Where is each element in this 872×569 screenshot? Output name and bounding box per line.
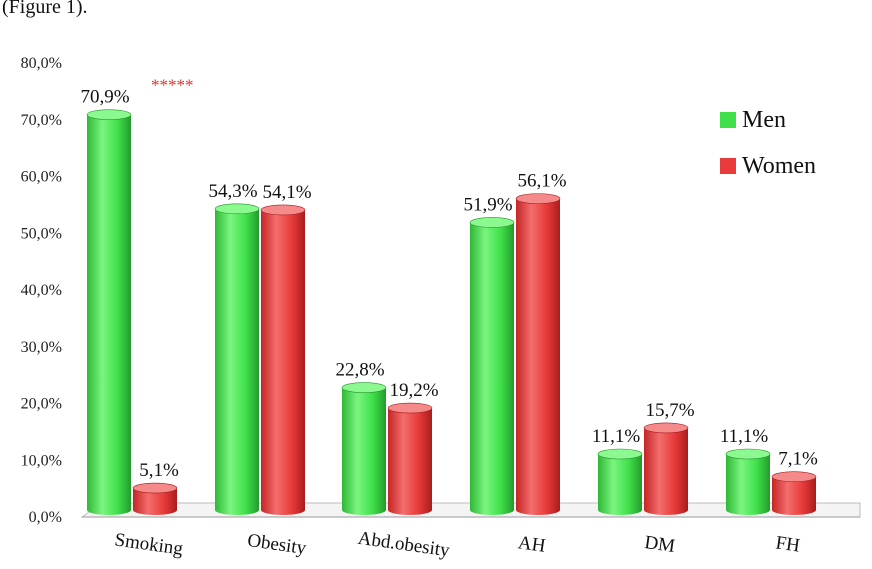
bar-cap xyxy=(86,109,132,120)
data-label: 56,1% xyxy=(517,171,566,192)
bar-women xyxy=(644,427,688,515)
data-label: 70,9% xyxy=(80,87,129,108)
data-label: 5,1% xyxy=(139,460,179,481)
data-label: 11,1% xyxy=(592,426,641,447)
legend: Men Women xyxy=(720,107,816,179)
data-label: 22,8% xyxy=(335,360,384,381)
data-label: 19,2% xyxy=(389,380,438,401)
bar-cap xyxy=(771,471,817,483)
y-tick-label: 30,0% xyxy=(21,339,62,356)
bar-men xyxy=(726,454,770,515)
legend-label: Men xyxy=(742,107,786,133)
legend-swatch xyxy=(720,112,736,128)
y-tick-label: 0,0% xyxy=(29,509,62,526)
bar-men xyxy=(87,114,131,515)
bar-cap xyxy=(387,402,433,414)
bar-women xyxy=(772,476,816,515)
data-label: 51,9% xyxy=(463,194,512,215)
y-tick-label: 40,0% xyxy=(21,282,62,299)
x-tick-label: AH xyxy=(517,532,547,557)
y-tick-label: 50,0% xyxy=(21,225,62,242)
y-tick-label: 10,0% xyxy=(21,452,62,469)
x-tick-label: Smoking xyxy=(113,529,184,559)
data-label: 7,1% xyxy=(778,449,818,470)
bar-women xyxy=(516,198,560,515)
bar-cap xyxy=(260,204,306,216)
bars xyxy=(86,109,817,516)
data-label: 54,3% xyxy=(208,181,257,202)
legend-item: Women xyxy=(720,153,816,179)
legend-swatch xyxy=(720,158,736,174)
x-tick-label: DM xyxy=(643,532,676,557)
x-tick-label: Obesity xyxy=(246,530,308,559)
bar-men xyxy=(470,222,514,515)
bar-women xyxy=(388,408,432,515)
bar-women xyxy=(133,488,177,515)
bar-cap xyxy=(214,203,260,215)
bar-cap xyxy=(643,422,689,434)
x-tick-label: Abd.obesity xyxy=(357,528,452,562)
y-tick-label: 20,0% xyxy=(21,396,62,413)
significance-marker: ***** xyxy=(151,76,194,95)
legend-item: Men xyxy=(720,107,786,133)
bar-cap xyxy=(469,217,515,228)
bar-men xyxy=(215,208,259,515)
data-label: 54,1% xyxy=(262,182,311,203)
legend-label: Women xyxy=(742,153,816,179)
figure-caption: (Figure 1). xyxy=(2,0,88,18)
data-labels: Smoking 70,9% 5,1% Obesity 54,3% 54,1% Abd.obe… xyxy=(80,76,818,562)
data-label: 11,1% xyxy=(720,426,769,447)
bar-men xyxy=(598,454,642,515)
y-tick-label: 70,0% xyxy=(21,112,62,129)
x-tick-label: FH xyxy=(774,532,801,556)
bar-men xyxy=(342,387,386,515)
bar-cap xyxy=(341,382,387,393)
data-label: 15,7% xyxy=(645,400,694,421)
bar-cap xyxy=(515,193,561,204)
bar-women xyxy=(261,209,305,516)
y-tick-label: 60,0% xyxy=(21,169,62,186)
bar-cap xyxy=(132,482,178,494)
bar-cap xyxy=(725,448,771,460)
y-tick-label: 80,0% xyxy=(21,55,62,72)
bar-cap xyxy=(597,448,643,460)
